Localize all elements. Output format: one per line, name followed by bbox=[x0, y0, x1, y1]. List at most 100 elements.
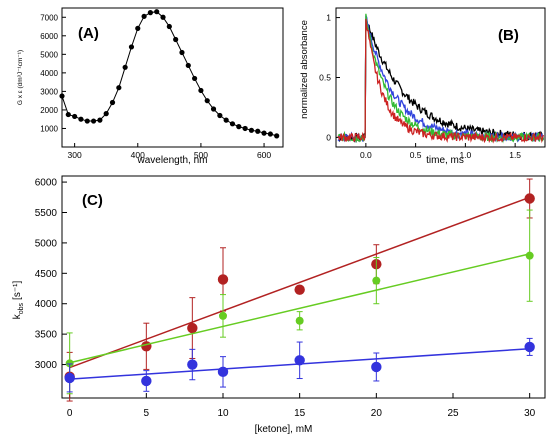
panel-a-y-tick-label: 5000 bbox=[40, 50, 58, 59]
panel-b-chart: 0.0 0.5 1.0 1.5 0 0.5 1 time, ms normalized abso… bbox=[299, 7, 546, 166]
panel-c-data-point bbox=[525, 251, 534, 260]
panel-a-data-point bbox=[223, 117, 229, 123]
panel-a-data-point bbox=[122, 64, 128, 70]
panel-a-data-point bbox=[192, 75, 198, 82]
panel-a-data-point bbox=[179, 49, 185, 56]
panel-a-data-point bbox=[128, 44, 135, 50]
panel-c-y-tick-label: 3500 bbox=[35, 330, 58, 341]
panel-c-label: (C) bbox=[82, 192, 103, 209]
panel-a-data-point bbox=[135, 25, 141, 31]
panel-a-data-point bbox=[147, 10, 153, 16]
panel-a-data-point bbox=[267, 131, 273, 137]
panel-a-frame bbox=[61, 7, 284, 148]
panel-c-y-axis-label-unit: [s⁻¹] bbox=[12, 281, 23, 300]
panel-a-data-point bbox=[198, 87, 204, 94]
panel-c-x-tick-label: 25 bbox=[447, 408, 459, 419]
panel-b-x-tick-label: 0.0 bbox=[360, 150, 372, 160]
panel-c-x-tick-label: 5 bbox=[144, 408, 150, 419]
panel-c-y-tick-label: 5000 bbox=[35, 238, 58, 249]
panel-c-y-axis-label-k: k bbox=[12, 313, 23, 319]
panel-a-data-point bbox=[109, 99, 116, 106]
panel-b-x-tick-label: 1.5 bbox=[509, 150, 521, 160]
panel-a-y-tick-label: 1000 bbox=[40, 124, 58, 133]
panel-a-y-tick-label: 4000 bbox=[40, 69, 58, 78]
panel-c-x-tick-label: 20 bbox=[371, 408, 383, 419]
panel-a-y-tick-label: 6000 bbox=[40, 32, 58, 41]
panel-c-data-point bbox=[372, 276, 381, 285]
panel-b-x-tick-label: 1.0 bbox=[459, 150, 471, 160]
panel-c-x-axis-label: [ketone], mM bbox=[255, 424, 313, 435]
panel-a-data-point bbox=[236, 124, 242, 130]
panel-c-data-point bbox=[217, 366, 229, 378]
panel-a-data-point bbox=[229, 121, 236, 127]
panel-a-data-point bbox=[59, 93, 65, 99]
panel-a-data-point bbox=[90, 118, 97, 124]
panel-c-y-tick-label: 4000 bbox=[35, 299, 58, 310]
panel-b-y-tick-label: 1 bbox=[326, 13, 331, 23]
panel-a-data-point bbox=[242, 125, 248, 132]
panel-c-frame bbox=[61, 175, 546, 399]
panel-c-chart: 0 5 10 15 20 25 30 3000 3500 4000 4500 5000 5500 6000… bbox=[12, 175, 546, 435]
panel-a-y-tick-label: 2000 bbox=[40, 106, 58, 115]
panel-c-data-point bbox=[294, 355, 305, 366]
panel-c-data-point bbox=[141, 341, 152, 352]
panel-a-y-axis-label: G x ε (dm³J⁻¹cm⁻¹) bbox=[17, 50, 24, 105]
panel-a-data-point bbox=[141, 13, 147, 19]
panel-a-data-point bbox=[103, 111, 109, 117]
panel-c-data-point bbox=[187, 322, 198, 334]
panel-a-data-point bbox=[274, 133, 280, 139]
panel-c-y-tick-label: 3000 bbox=[35, 360, 58, 371]
panel-c-data-point bbox=[295, 316, 304, 325]
panel-a-x-tick-label: 400 bbox=[131, 150, 145, 160]
panel-b-decay-trace bbox=[337, 18, 545, 144]
panel-b-label: (B) bbox=[498, 27, 519, 44]
panel-a-data-point bbox=[65, 111, 71, 118]
panel-a-data-point bbox=[173, 36, 179, 43]
panel-b-x-tick-label: 0.5 bbox=[410, 150, 422, 160]
panel-b-y-tick-label: 0 bbox=[326, 132, 331, 142]
panel-c-data-point bbox=[64, 372, 75, 384]
panel-a-data-point bbox=[116, 85, 122, 91]
panel-a-data-point bbox=[72, 113, 78, 120]
panel-a-data-point bbox=[210, 106, 217, 112]
panel-a-data-point bbox=[166, 23, 172, 30]
panel-c-data-point bbox=[65, 359, 74, 368]
panel-b-x-axis-label: time, ms bbox=[426, 155, 464, 166]
panel-a-data-point bbox=[261, 130, 267, 136]
panel-a-data-point bbox=[84, 118, 90, 124]
panel-c-data-point bbox=[141, 375, 152, 387]
panel-a-x-tick-label: 500 bbox=[194, 150, 208, 160]
panel-a-x-tick-label: 300 bbox=[68, 150, 82, 160]
panel-a-chart: 300 400 500 600 1000 2000 3000 4000 5000 6000 7000… bbox=[17, 7, 284, 166]
panel-c-data-point bbox=[217, 274, 229, 285]
panel-c-x-tick-label: 30 bbox=[524, 408, 536, 419]
panel-b-decay-trace bbox=[337, 15, 545, 143]
panel-a-x-axis-label: wavelength, nm bbox=[136, 155, 207, 166]
panel-c-data-point bbox=[294, 284, 305, 295]
panel-a-data-point bbox=[97, 117, 103, 123]
panel-a-x-tick-label: 600 bbox=[257, 150, 271, 160]
panel-c-fit-line bbox=[69, 253, 530, 364]
panel-c-data-point bbox=[524, 341, 535, 353]
panel-c-x-tick-label: 0 bbox=[67, 408, 73, 419]
panel-a-data-point bbox=[78, 116, 84, 122]
panel-a-data-point bbox=[255, 128, 261, 134]
panel-a-data-point bbox=[217, 112, 223, 119]
panel-a-data-point bbox=[185, 62, 191, 69]
panel-b-y-tick-label: 0.5 bbox=[319, 73, 331, 83]
panel-c-data-point bbox=[187, 359, 198, 370]
panel-a-y-tick-label: 3000 bbox=[40, 87, 58, 96]
panel-a-label: (A) bbox=[78, 25, 99, 42]
panel-c-x-tick-label: 15 bbox=[294, 408, 306, 419]
panel-a-y-tick-label: 7000 bbox=[40, 13, 58, 22]
panel-a-data-point bbox=[204, 98, 210, 104]
panel-c-y-tick-label: 5500 bbox=[35, 208, 58, 219]
panel-c-data-point bbox=[524, 193, 535, 204]
panel-c-x-tick-label: 10 bbox=[217, 408, 229, 419]
panel-a-data-point bbox=[160, 14, 166, 20]
panel-c-data-point bbox=[219, 311, 227, 320]
panel-c-y-tick-label: 4500 bbox=[35, 269, 58, 280]
panel-c-y-axis-label-sub: obs bbox=[18, 302, 25, 314]
panel-c-y-tick-label: 6000 bbox=[35, 178, 58, 189]
